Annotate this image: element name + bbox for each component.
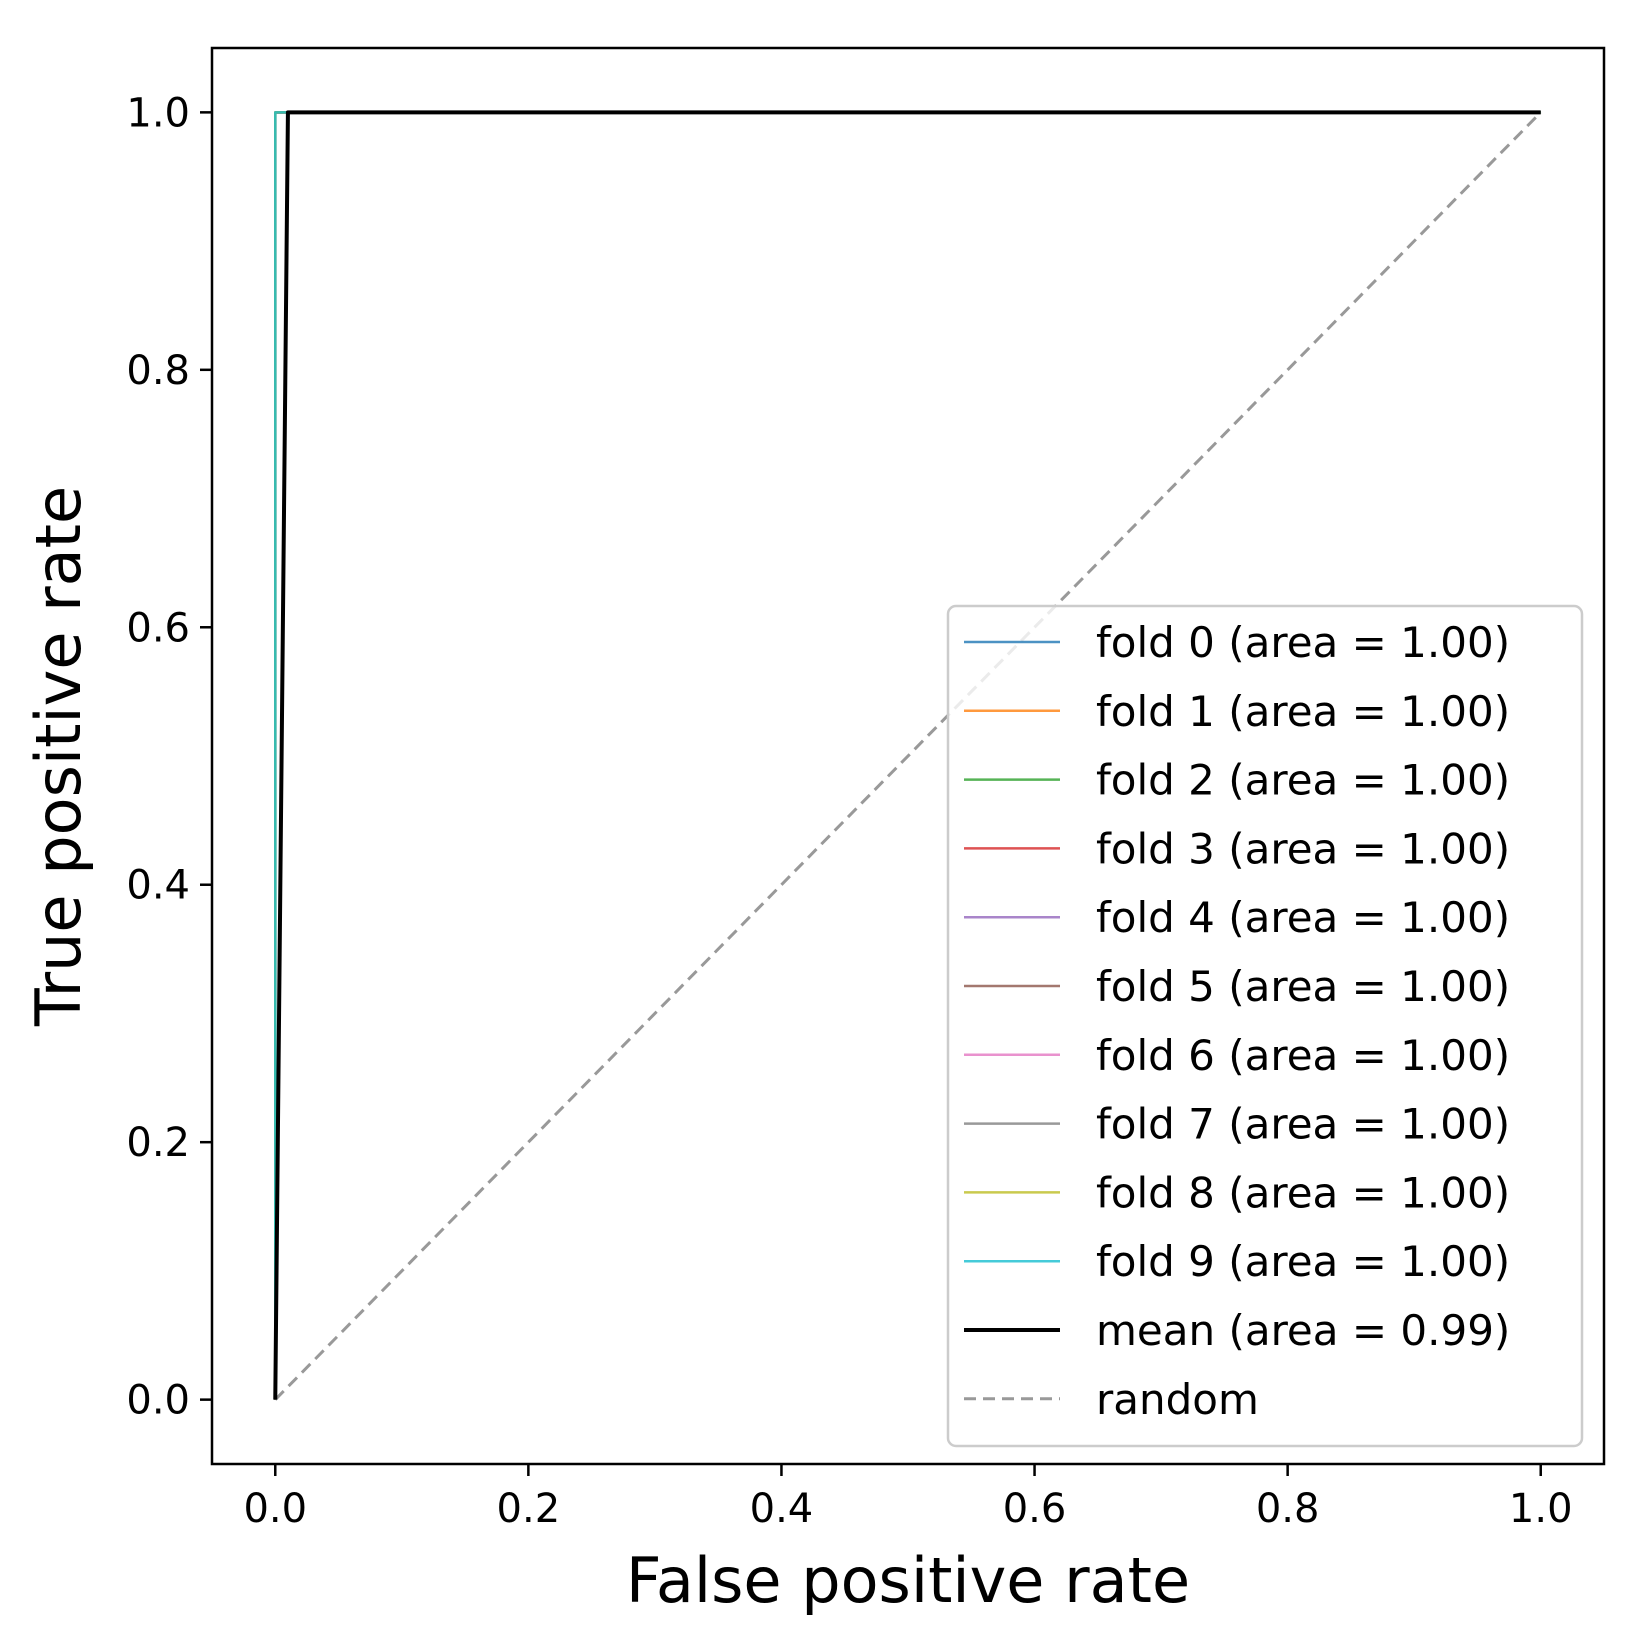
y-axis-title: True positive rate: [22, 486, 95, 1027]
legend-label: mean (area = 0.99): [1096, 1306, 1510, 1355]
x-tick-label: 1.0: [1509, 1486, 1573, 1532]
legend-label: fold 3 (area = 1.00): [1096, 824, 1510, 873]
x-tick-label: 0.6: [1003, 1486, 1067, 1532]
legend-label: fold 2 (area = 1.00): [1096, 756, 1510, 805]
y-tick-label: 0.0: [126, 1378, 190, 1424]
legend-label: fold 7 (area = 1.00): [1096, 1100, 1510, 1149]
legend-label: fold 5 (area = 1.00): [1096, 962, 1510, 1011]
legend-label: fold 6 (area = 1.00): [1096, 1031, 1510, 1080]
y-tick-label: 0.2: [126, 1120, 190, 1166]
legend-label: fold 4 (area = 1.00): [1096, 893, 1510, 942]
x-tick-label: 0.4: [750, 1486, 814, 1532]
x-tick-label: 0.8: [1256, 1486, 1320, 1532]
x-tick-label: 0.2: [497, 1486, 561, 1532]
legend: fold 0 (area = 1.00) fold 1 (area = 1.00)…: [946, 604, 1584, 1448]
y-tick-label: 0.4: [126, 863, 190, 909]
legend-label: fold 8 (area = 1.00): [1096, 1168, 1510, 1217]
series-line-random: [274, 111, 1542, 1401]
series-layer: [273, 110, 1542, 1401]
legend-label: random: [1096, 1375, 1259, 1424]
legend-box: [946, 604, 1584, 1448]
y-tick-label: 0.6: [126, 605, 190, 651]
x-tick-label: 0.0: [243, 1486, 307, 1532]
x-axis-ticks: 0.0 0.2 0.4 0.6 0.8 1.0: [243, 1464, 1573, 1532]
y-tick-label: 0.8: [126, 348, 190, 394]
legend-label: fold 9 (area = 1.00): [1096, 1237, 1510, 1286]
y-tick-label: 1.0: [126, 90, 190, 136]
legend-label: fold 1 (area = 1.00): [1096, 687, 1510, 736]
y-axis-ticks: 0.0 0.2 0.4 0.6 0.8 1.0: [126, 90, 212, 1424]
series-line-mean: [273, 110, 1541, 1400]
legend-label: fold 0 (area = 1.00): [1096, 618, 1510, 667]
x-axis-title: False positive rate: [626, 1544, 1190, 1617]
